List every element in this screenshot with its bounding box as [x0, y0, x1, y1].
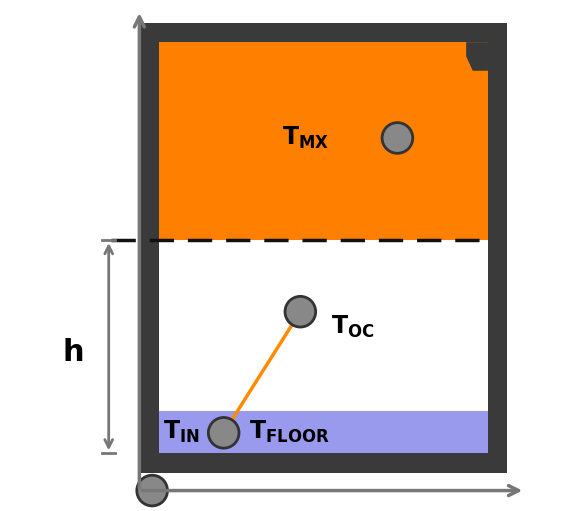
Text: $\mathbf{T_{MX}}$: $\mathbf{T_{MX}}$ [282, 125, 329, 151]
Circle shape [285, 296, 316, 327]
Bar [159, 42, 488, 453]
Text: $\mathbf{T_{IN}}$: $\mathbf{T_{IN}}$ [164, 419, 200, 445]
Bar [159, 42, 488, 240]
Circle shape [382, 123, 413, 153]
Polygon shape [466, 42, 488, 71]
Polygon shape [466, 42, 488, 71]
Bar [139, 23, 507, 473]
Bar [159, 411, 488, 453]
Circle shape [137, 475, 168, 506]
Text: $\mathbf{h}$: $\mathbf{h}$ [62, 338, 84, 367]
Text: $\mathbf{T_{OC}}$: $\mathbf{T_{OC}}$ [331, 314, 374, 340]
Circle shape [209, 417, 239, 448]
Text: $\mathbf{T_{FLOOR}}$: $\mathbf{T_{FLOOR}}$ [249, 419, 330, 445]
